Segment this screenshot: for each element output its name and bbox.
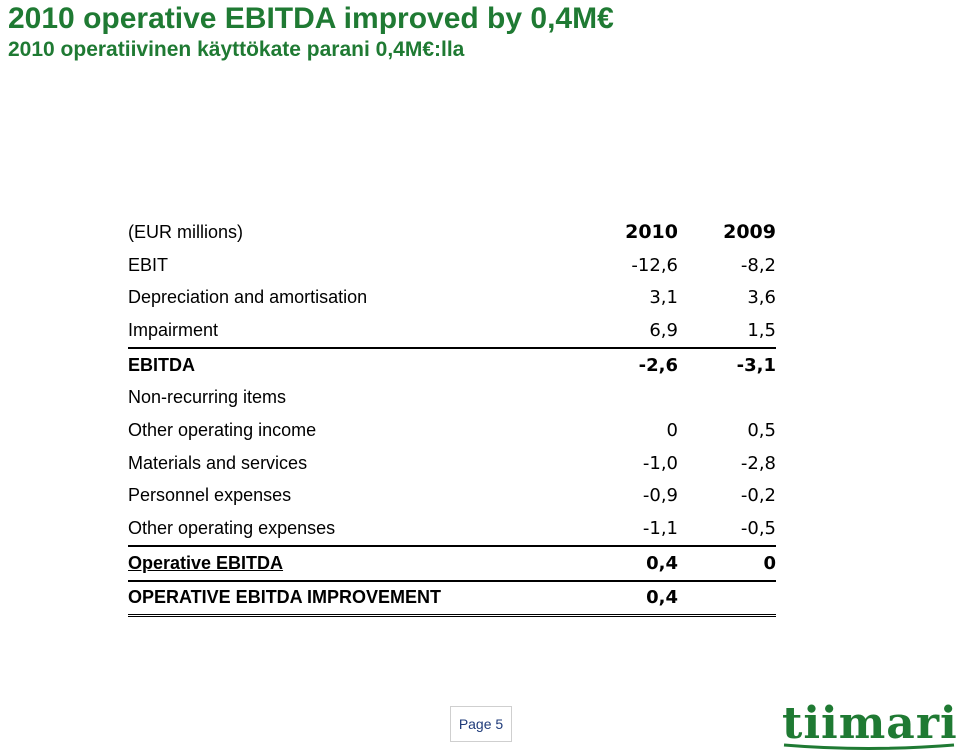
value-2010: 0 bbox=[666, 419, 678, 441]
row-label: EBITDA bbox=[128, 354, 195, 375]
value-2010: 0,4 bbox=[646, 587, 678, 609]
value-2009: -0,5 bbox=[740, 518, 776, 540]
value-2010: -1,0 bbox=[642, 452, 678, 474]
unit-label: (EUR millions) bbox=[128, 221, 244, 242]
row-label: Operative EBITDA bbox=[128, 552, 284, 573]
table-row-personnel: Personnel expenses -0,9 -0,2 bbox=[128, 480, 776, 513]
table-row-non-recurring: Non-recurring items bbox=[128, 381, 776, 414]
table-row-operative-ebitda: Operative EBITDA 0,4 0 bbox=[128, 547, 776, 582]
column-header-2010: 2010 bbox=[625, 221, 678, 244]
value-2009: -3,1 bbox=[736, 354, 776, 376]
row-label: Materials and services bbox=[128, 452, 308, 473]
table-row-impairment: Impairment 6,9 1,5 bbox=[128, 314, 776, 349]
row-label: Other operating expenses bbox=[128, 518, 336, 539]
tiimari-logo: tiimari bbox=[782, 698, 958, 750]
column-header-2009: 2009 bbox=[723, 221, 776, 244]
value-2010: -1,1 bbox=[642, 518, 678, 540]
page-number: Page 5 bbox=[450, 706, 512, 742]
table-header-row: (EUR millions) 2010 2009 bbox=[128, 216, 776, 249]
value-2010: 0,4 bbox=[646, 552, 678, 574]
value-2010: -12,6 bbox=[631, 254, 678, 276]
value-2009: 1,5 bbox=[747, 319, 776, 341]
value-2009: -2,8 bbox=[740, 452, 776, 474]
table-row-depreciation: Depreciation and amortisation 3,1 3,6 bbox=[128, 281, 776, 314]
ebitda-table: (EUR millions) 2010 2009 EBIT -12,6 -8,2… bbox=[128, 216, 776, 618]
row-label: Depreciation and amortisation bbox=[128, 287, 368, 308]
row-label: Non-recurring items bbox=[128, 387, 287, 408]
table-row-ebitda: EBITDA -2,6 -3,1 bbox=[128, 349, 776, 382]
value-2010: 3,1 bbox=[649, 287, 678, 309]
value-2009: 0,5 bbox=[747, 419, 776, 441]
row-label: OPERATIVE EBITDA IMPROVEMENT bbox=[128, 587, 442, 608]
value-2009: -0,2 bbox=[740, 485, 776, 507]
row-label: EBIT bbox=[128, 254, 169, 275]
page-title: 2010 operative EBITDA improved by 0,4M€ bbox=[8, 2, 614, 35]
value-2010: -0,9 bbox=[642, 485, 678, 507]
svg-text:tiimari: tiimari bbox=[782, 698, 958, 749]
table-row-operative-ebitda-improvement: OPERATIVE EBITDA IMPROVEMENT 0,4 bbox=[128, 582, 776, 618]
page-subtitle: 2010 operatiivinen käyttökate parani 0,4… bbox=[8, 38, 465, 61]
value-2009: 0 bbox=[763, 552, 776, 574]
row-label: Other operating income bbox=[128, 419, 317, 440]
value-2010: 6,9 bbox=[649, 319, 678, 341]
value-2010: -2,6 bbox=[638, 354, 678, 376]
value-2009: 3,6 bbox=[747, 287, 776, 309]
value-2009: -8,2 bbox=[740, 254, 776, 276]
row-label: Personnel expenses bbox=[128, 485, 292, 506]
table-row-materials: Materials and services -1,0 -2,8 bbox=[128, 447, 776, 480]
table-row-other-operating-expenses: Other operating expenses -1,1 -0,5 bbox=[128, 512, 776, 547]
row-label: Impairment bbox=[128, 319, 219, 340]
table-row-other-operating-income: Other operating income 0 0,5 bbox=[128, 414, 776, 447]
table-row-ebit: EBIT -12,6 -8,2 bbox=[128, 249, 776, 282]
